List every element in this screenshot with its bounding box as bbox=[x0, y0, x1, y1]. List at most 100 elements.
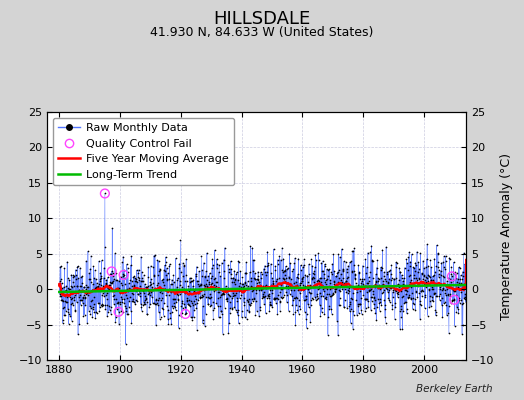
Point bbox=[191, 301, 199, 307]
Point bbox=[377, 266, 385, 273]
Point bbox=[359, 276, 368, 282]
Point bbox=[139, 288, 147, 294]
Point bbox=[345, 288, 353, 294]
Point bbox=[263, 294, 271, 301]
Point bbox=[234, 320, 243, 327]
Point bbox=[165, 276, 173, 282]
Point bbox=[380, 273, 388, 279]
Point bbox=[182, 278, 191, 284]
Point bbox=[225, 292, 234, 299]
Point bbox=[167, 321, 176, 327]
Point bbox=[315, 284, 323, 291]
Point bbox=[108, 280, 116, 286]
Point bbox=[386, 266, 395, 273]
Point bbox=[119, 272, 128, 278]
Point bbox=[333, 279, 342, 286]
Point bbox=[392, 288, 401, 294]
Point bbox=[58, 320, 67, 326]
Point bbox=[305, 289, 313, 295]
Point bbox=[80, 312, 89, 318]
Point bbox=[455, 300, 464, 306]
Point bbox=[360, 284, 368, 290]
Point bbox=[387, 262, 396, 268]
Point bbox=[314, 250, 322, 257]
Point bbox=[347, 258, 356, 264]
Point bbox=[398, 293, 407, 299]
Point bbox=[433, 293, 441, 299]
Point bbox=[402, 256, 411, 262]
Point bbox=[248, 288, 257, 294]
Point bbox=[113, 300, 122, 306]
Point bbox=[114, 298, 123, 305]
Point bbox=[454, 276, 462, 282]
Point bbox=[80, 292, 89, 299]
Point bbox=[98, 303, 106, 309]
Point bbox=[170, 289, 179, 295]
Point bbox=[63, 298, 71, 305]
Point bbox=[90, 294, 98, 300]
Point bbox=[367, 242, 376, 249]
Point bbox=[291, 255, 299, 261]
Point bbox=[327, 306, 335, 312]
Point bbox=[221, 286, 230, 292]
Point bbox=[424, 263, 433, 269]
Point bbox=[341, 280, 350, 286]
Point bbox=[347, 268, 356, 275]
Point bbox=[216, 273, 224, 280]
Point bbox=[264, 262, 272, 268]
Point bbox=[204, 286, 213, 292]
Point bbox=[384, 280, 392, 286]
Point bbox=[421, 294, 429, 301]
Point bbox=[57, 263, 65, 270]
Point bbox=[279, 256, 288, 262]
Point bbox=[172, 289, 181, 295]
Point bbox=[319, 286, 328, 292]
Point bbox=[443, 278, 451, 284]
Point bbox=[57, 292, 65, 299]
Point bbox=[350, 307, 358, 314]
Point bbox=[253, 276, 261, 282]
Point bbox=[228, 295, 236, 301]
Point bbox=[208, 272, 216, 279]
Point bbox=[376, 299, 384, 306]
Point bbox=[70, 294, 78, 300]
Point bbox=[419, 258, 427, 264]
Point bbox=[441, 299, 449, 306]
Point bbox=[285, 274, 293, 280]
Point bbox=[68, 295, 77, 301]
Point bbox=[93, 280, 101, 286]
Point bbox=[291, 309, 299, 316]
Point bbox=[230, 292, 238, 299]
Point bbox=[194, 281, 202, 287]
Point bbox=[145, 304, 154, 310]
Y-axis label: Temperature Anomaly (°C): Temperature Anomaly (°C) bbox=[500, 152, 513, 320]
Point bbox=[273, 310, 281, 317]
Point bbox=[326, 277, 335, 284]
Point bbox=[438, 314, 446, 320]
Point bbox=[280, 276, 288, 282]
Point bbox=[392, 259, 400, 266]
Point bbox=[137, 254, 145, 260]
Point bbox=[143, 310, 151, 317]
Point bbox=[299, 262, 308, 268]
Point bbox=[444, 309, 452, 316]
Point bbox=[263, 268, 271, 275]
Point bbox=[427, 264, 435, 270]
Point bbox=[385, 276, 394, 282]
Point bbox=[399, 308, 407, 314]
Point bbox=[259, 294, 268, 300]
Point bbox=[298, 275, 307, 281]
Point bbox=[85, 276, 94, 282]
Point bbox=[330, 268, 339, 274]
Point bbox=[80, 284, 88, 290]
Point bbox=[460, 286, 468, 292]
Point bbox=[284, 285, 292, 291]
Point bbox=[241, 278, 249, 285]
Point bbox=[127, 290, 136, 297]
Point bbox=[297, 262, 305, 268]
Point bbox=[260, 300, 268, 307]
Point bbox=[296, 282, 304, 288]
Point bbox=[82, 258, 90, 264]
Point bbox=[366, 287, 374, 293]
Point bbox=[215, 294, 224, 300]
